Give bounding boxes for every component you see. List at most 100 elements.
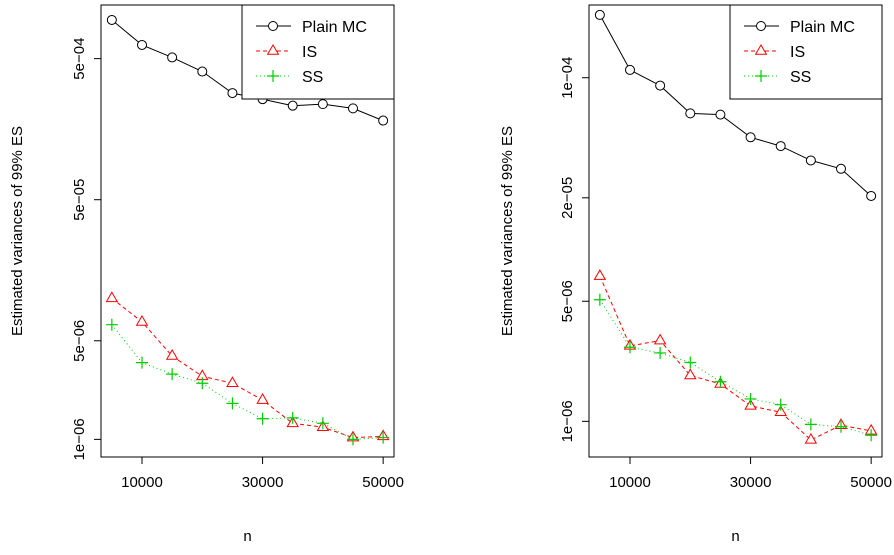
circle-point [715, 109, 726, 120]
plus-point [835, 420, 848, 433]
y-tick-label: 1e−04 [559, 57, 576, 99]
circle-point [836, 163, 847, 174]
triangle-point [226, 376, 239, 388]
series-line [599, 299, 872, 436]
circle-point [775, 141, 786, 152]
y-axis: 1e−06 5e−06 5e−05 5e−04 [71, 38, 101, 460]
legend-label: Plain MC [302, 19, 367, 36]
legend-label: Plain MC [790, 19, 855, 36]
plus-point [865, 429, 878, 442]
legend-item: SS [744, 69, 811, 86]
plus-point [267, 70, 279, 82]
series-ss [593, 293, 878, 442]
y-axis: 1e−06 5e−06 2e−05 1e−04 [559, 57, 589, 442]
plus-point [226, 397, 239, 410]
x-tick-label: 30000 [242, 474, 284, 491]
plus-point [755, 70, 767, 82]
triangle-point [165, 348, 179, 360]
legend-box [729, 4, 883, 100]
circle-point [624, 64, 635, 75]
circle-point [348, 103, 359, 114]
legend-box [241, 4, 395, 100]
plus-point [804, 418, 817, 431]
legend-item: SS [256, 69, 323, 86]
y-tick-label: 1e−06 [71, 418, 88, 460]
triangle-point [684, 368, 697, 380]
circle-point [805, 155, 816, 166]
plus-point [196, 377, 209, 390]
x-axis-label: n [731, 528, 739, 545]
series-ss [105, 318, 390, 446]
triangle-point [105, 291, 119, 303]
circle-point [167, 52, 178, 63]
x-tick-label: 10000 [609, 474, 651, 491]
x-tick-label: 50000 [850, 474, 892, 491]
circle-point [685, 108, 696, 119]
series-line [599, 14, 872, 197]
circle-point [756, 21, 766, 31]
triangle-point [774, 405, 787, 417]
legend-label: SS [790, 69, 811, 86]
series-is [593, 269, 878, 444]
legend-label: SS [302, 69, 323, 86]
legend-item: Plain MC [256, 19, 367, 36]
x-axis-label: n [243, 528, 251, 545]
triangle-point [135, 314, 149, 326]
plus-point [135, 356, 148, 369]
series-is [105, 291, 390, 442]
plus-point [256, 412, 269, 425]
circle-point [106, 14, 117, 25]
y-axis-label: Estimated variances of 99% ES [499, 126, 516, 336]
legend-item: IS [744, 44, 805, 61]
plus-point [684, 356, 697, 369]
y-tick-label: 5e−04 [71, 38, 88, 80]
triangle-point [593, 269, 607, 280]
plus-point [714, 375, 727, 388]
circle-point [227, 88, 238, 99]
x-tick-label: 50000 [362, 474, 404, 491]
chart-panel-1: 10000 30000 50000 n 1e−06 5e−06 5e−05 5e−04 Esti… [9, 4, 404, 545]
circle-point [745, 132, 756, 143]
triangle-point [256, 393, 269, 404]
circle-point [136, 39, 147, 50]
triangle-point [754, 44, 768, 55]
legend: Plain MC IS SS [241, 4, 395, 100]
x-axis: 10000 30000 50000 [121, 456, 404, 491]
legend-label: IS [302, 44, 317, 61]
legend-item: Plain MC [744, 19, 855, 36]
y-tick-label: 5e−06 [71, 320, 88, 362]
series-line [111, 324, 384, 440]
triangle-point [804, 432, 818, 444]
plus-point [347, 433, 360, 446]
plus-point [593, 293, 606, 306]
legend-item: IS [256, 44, 317, 61]
series-line [599, 275, 872, 441]
circle-point [268, 21, 278, 31]
y-tick-label: 2e−05 [559, 177, 576, 219]
plus-point [316, 417, 329, 430]
x-tick-label: 10000 [121, 474, 163, 491]
y-tick-label: 5e−06 [559, 280, 576, 322]
series-line [111, 297, 384, 439]
plus-point [654, 346, 667, 359]
legend: Plain MC IS SS [729, 4, 883, 100]
plus-point [105, 318, 118, 331]
y-axis-label: Estimated variances of 99% ES [9, 126, 26, 336]
circle-point [378, 115, 389, 126]
circle-point [594, 9, 605, 20]
y-tick-label: 5e−05 [71, 179, 88, 221]
circle-point [197, 66, 208, 77]
series-plain-mc [594, 9, 877, 201]
legend-label: IS [790, 44, 805, 61]
triangle-point [653, 333, 667, 345]
triangle-point [266, 44, 280, 55]
x-axis: 10000 30000 50000 [609, 456, 892, 491]
plus-point [166, 368, 179, 381]
plus-point [286, 411, 299, 424]
circle-point [866, 190, 877, 201]
x-tick-label: 30000 [730, 474, 772, 491]
circle-point [317, 99, 328, 110]
plus-point [744, 392, 757, 405]
plus-point [377, 431, 390, 444]
